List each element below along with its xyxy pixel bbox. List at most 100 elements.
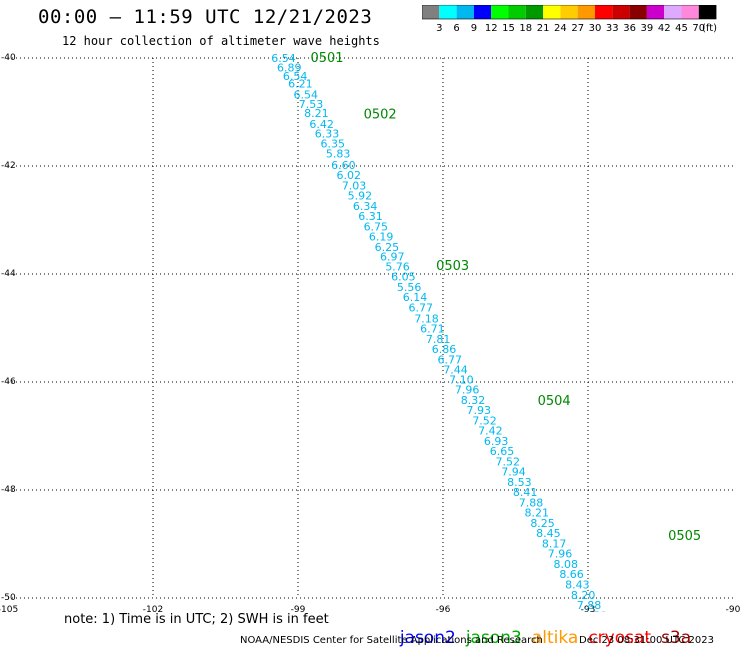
legend-s3a: s3a [661,628,692,648]
wave-height-label: 6.86 [432,343,457,356]
wave-height-label: 8.08 [554,558,579,571]
legend-cryosat: cryosat [588,628,652,648]
wave-height-label: 5.56 [397,281,422,294]
wave-height-label: 6.25 [375,241,400,254]
x-tick-label: -102 [143,605,163,612]
wave-height-label: 7.52 [496,455,521,468]
wave-height-label: 6.31 [358,210,383,223]
wave-height-label: 6.35 [321,137,346,150]
color-scale-tick-label: 15 [502,23,515,34]
satellite-legend: jason2 jason3 altika cryosat s3a [389,608,701,648]
wave-height-label: 6.54 [271,52,296,65]
wave-height-label: 8.66 [559,568,584,581]
wave-height-label: 8.20 [571,589,596,602]
wave-height-label: 7.42 [478,425,503,438]
wave-height-label: 6.77 [409,301,434,314]
wave-height-label: 6.05 [391,271,416,284]
wave-height-label: 6.60 [331,159,356,172]
wave-height-label: 8.32 [461,394,486,407]
legend-jason2: jason2 [399,628,456,648]
y-tick-label: -48 [1,485,16,495]
legend-jason3: jason3 [465,628,522,648]
time-label: 0501 [310,51,343,66]
color-swatch [595,5,613,19]
wave-height-label: 7.53 [299,98,324,111]
color-swatch [646,5,665,19]
wave-height-label: 6.71 [420,323,445,336]
time-label: 0503 [436,259,469,274]
color-scale-tick-label: 39 [641,23,654,34]
wave-height-label: 6.21 [288,77,313,90]
wave-height-label: 7.96 [548,548,573,561]
wave-height-label: 7.44 [443,364,468,377]
color-scale-tick-label: 27 [571,23,584,34]
y-tick-label: -46 [1,377,16,387]
time-label: 0505 [668,529,701,544]
color-scale-tick-label: 18 [519,23,532,34]
color-scale-tick-label: 45 [675,23,688,34]
wave-height-label: 8.53 [507,476,532,489]
wave-height-label: 7.88 [519,496,544,509]
y-tick-label: -42 [1,161,16,171]
color-scale-tick-label: 70 [692,23,705,34]
wave-height-label: 7.10 [449,373,474,386]
color-scale-tick-label: 42 [658,23,671,34]
color-scale-tick-label: 21 [537,23,550,34]
wave-height-label: 8.50 [583,609,608,612]
color-swatch [491,5,509,19]
x-tick-label: -99 [291,605,306,612]
time-label: 0504 [538,394,571,409]
wave-height-label: 6.33 [315,128,340,141]
color-scale-unit: (ft) [702,23,717,34]
wave-height-label: 6.19 [369,231,394,244]
color-swatch [525,5,544,19]
color-swatch [681,5,699,19]
color-swatch [543,5,561,19]
color-swatch [577,5,595,19]
color-scale-tick-label: 9 [471,23,477,34]
color-swatch [698,5,717,19]
y-tick-label: -44 [1,269,16,279]
color-scale-tick-label: 12 [485,23,498,34]
color-swatch [612,5,630,19]
wave-height-label: 6.93 [484,435,509,448]
wave-height-label: 6.75 [364,220,389,233]
wave-height-label: 6.77 [438,353,463,366]
wave-height-label: 5.76 [385,260,410,273]
legend-altika: altika [531,628,579,648]
wave-height-label: 6.14 [403,291,428,304]
color-swatch [664,5,682,19]
color-swatch [439,5,457,19]
wave-height-label: 6.97 [380,251,405,264]
color-swatch [473,5,492,19]
color-swatch [422,5,440,19]
wave-height-label: 7.94 [501,466,526,479]
x-tick-label: -105 [0,605,18,612]
wave-height-label: 6.54 [293,89,318,102]
wave-height-label: 8.17 [542,537,567,550]
altimeter-map-plot: -105-102-99-96-93-90-40-42-44-46-48-506.… [0,51,740,612]
wave-height-label: 8.25 [530,517,555,530]
wave-height-label: 6.42 [309,118,334,131]
x-tick-label: -93 [581,605,596,612]
color-swatch [508,5,526,19]
color-scale-tick-label: 30 [589,23,602,34]
wave-height-label: 7.18 [414,312,439,325]
wave-height-label: 6.34 [353,200,378,213]
wave-height-label: 5.92 [348,190,373,203]
chart-title: 00:00 – 11:59 UTC 12/21/2023 [38,6,373,28]
color-scale-tick-label: 24 [554,23,567,34]
chart-subtitle: 12 hour collection of altimeter wave hei… [62,34,380,48]
color-swatch [560,5,578,19]
wave-height-label: 7.88 [577,599,602,612]
credit-line: NOAA/NESDIS Center for Satellite Applica… [240,635,543,646]
wave-height-label: 7.52 [472,414,497,427]
wave-height-label: 6.02 [337,169,362,182]
x-tick-label: -90 [726,605,740,612]
wave-height-label: 6.89 [277,62,302,75]
wave-height-label: 7.96 [455,384,480,397]
color-scale-tick-label: 6 [453,23,459,34]
color-scale-legend: 3 6 9 12 15 18 21 24 27 30 33 36 39 42 45 70(ft) [422,5,717,34]
generated-timestamp: Dec 23 08:31:00 UTC 2023 [579,635,714,646]
wave-height-label: 8.21 [304,107,329,120]
